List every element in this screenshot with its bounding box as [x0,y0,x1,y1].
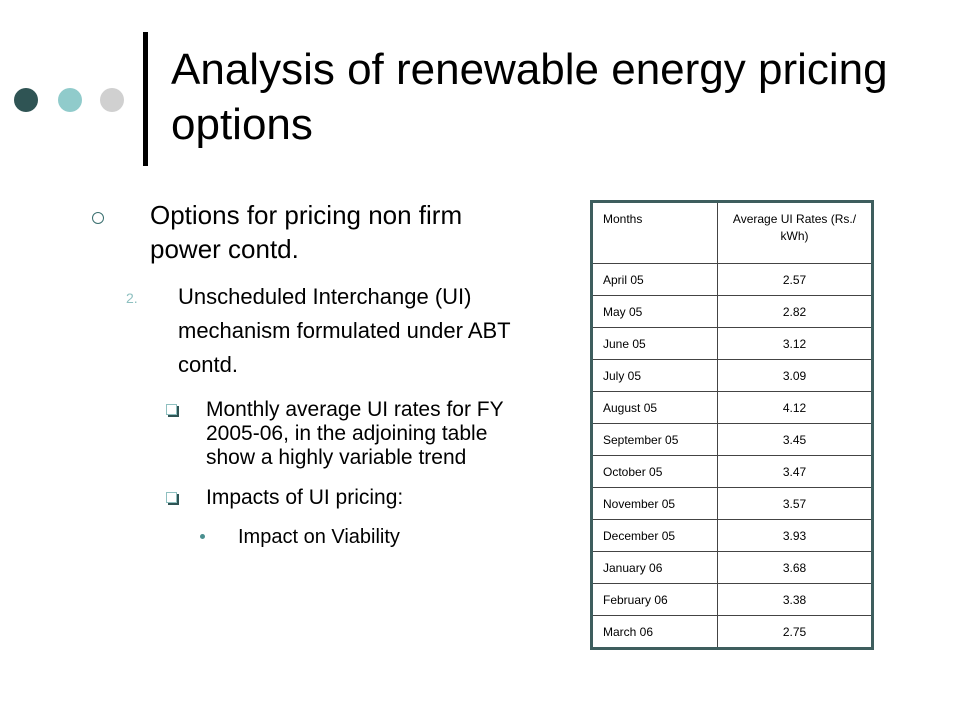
table-row: October 05 3.47 [591,455,873,488]
month-cell: September 05 [591,423,718,456]
rate-cell: 3.09 [717,359,873,392]
rate-cell: 2.82 [717,295,873,328]
month-cell: August 05 [591,391,718,424]
month-cell: April 05 [591,263,718,296]
month-cell: March 06 [591,615,718,649]
bullet-level-2-text: Unscheduled Interchange (UI) mechanism f… [178,284,511,377]
rate-cell: 3.45 [717,423,873,456]
square-bullet-icon [166,492,177,503]
grey-dot-icon [100,88,124,112]
month-cell: November 05 [591,487,718,520]
month-cell: May 05 [591,295,718,328]
dark-dot-icon [14,88,38,112]
rate-cell: 4.12 [717,391,873,424]
rate-cell: 3.12 [717,327,873,360]
header-average-ui-rates: Average UI Rates (Rs./ kWh) [717,201,873,264]
rate-cell: 3.93 [717,519,873,552]
bullet-level-2: 2. Unscheduled Interchange (UI) mechanis… [90,280,530,382]
decorative-dots [14,88,124,112]
bullet-level-3: Impacts of UI pricing: [90,486,530,510]
bullet-level-3-text: Impacts of UI pricing: [206,486,404,509]
title-divider [143,32,148,166]
list-number: 2. [126,290,138,306]
bullet-level-1-text: Options for pricing non firm power contd… [150,200,463,264]
rate-cell: 2.57 [717,263,873,296]
dot-bullet-icon [200,534,205,539]
table-row: March 06 2.75 [591,615,873,649]
ui-rates-table: Months Average UI Rates (Rs./ kWh) April… [590,200,874,650]
bullet-level-1: Options for pricing non firm power contd… [90,198,530,266]
square-bullet-icon [166,404,177,415]
month-cell: June 05 [591,327,718,360]
rate-cell: 3.38 [717,583,873,616]
table-row: July 05 3.09 [591,359,873,392]
slide-body: Options for pricing non firm power contd… [90,198,530,550]
table-row: June 05 3.12 [591,327,873,360]
table-row: November 05 3.57 [591,487,873,520]
ring-bullet-icon [92,212,104,224]
rate-cell: 3.57 [717,487,873,520]
month-cell: October 05 [591,455,718,488]
table-row: January 06 3.68 [591,551,873,584]
header-months: Months [591,201,718,264]
table-row: September 05 3.45 [591,423,873,456]
month-cell: December 05 [591,519,718,552]
rate-cell: 3.47 [717,455,873,488]
bullet-level-4: Impact on Viability [90,524,530,550]
bullet-level-3-text: Monthly average UI rates for FY 2005-06,… [206,398,504,469]
table-row: May 05 2.82 [591,295,873,328]
table-row: April 05 2.57 [591,263,873,296]
rate-cell: 3.68 [717,551,873,584]
table-row: August 05 4.12 [591,391,873,424]
bullet-level-3: Monthly average UI rates for FY 2005-06,… [90,398,530,470]
month-cell: January 06 [591,551,718,584]
table-row: February 06 3.38 [591,583,873,616]
month-cell: February 06 [591,583,718,616]
table-header-row: Months Average UI Rates (Rs./ kWh) [591,201,873,264]
table-row: December 05 3.93 [591,519,873,552]
rate-cell: 2.75 [717,615,873,649]
slide-title: Analysis of renewable energy pricing opt… [171,45,888,149]
month-cell: July 05 [591,359,718,392]
teal-dot-icon [58,88,82,112]
bullet-level-4-text: Impact on Viability [238,526,400,548]
